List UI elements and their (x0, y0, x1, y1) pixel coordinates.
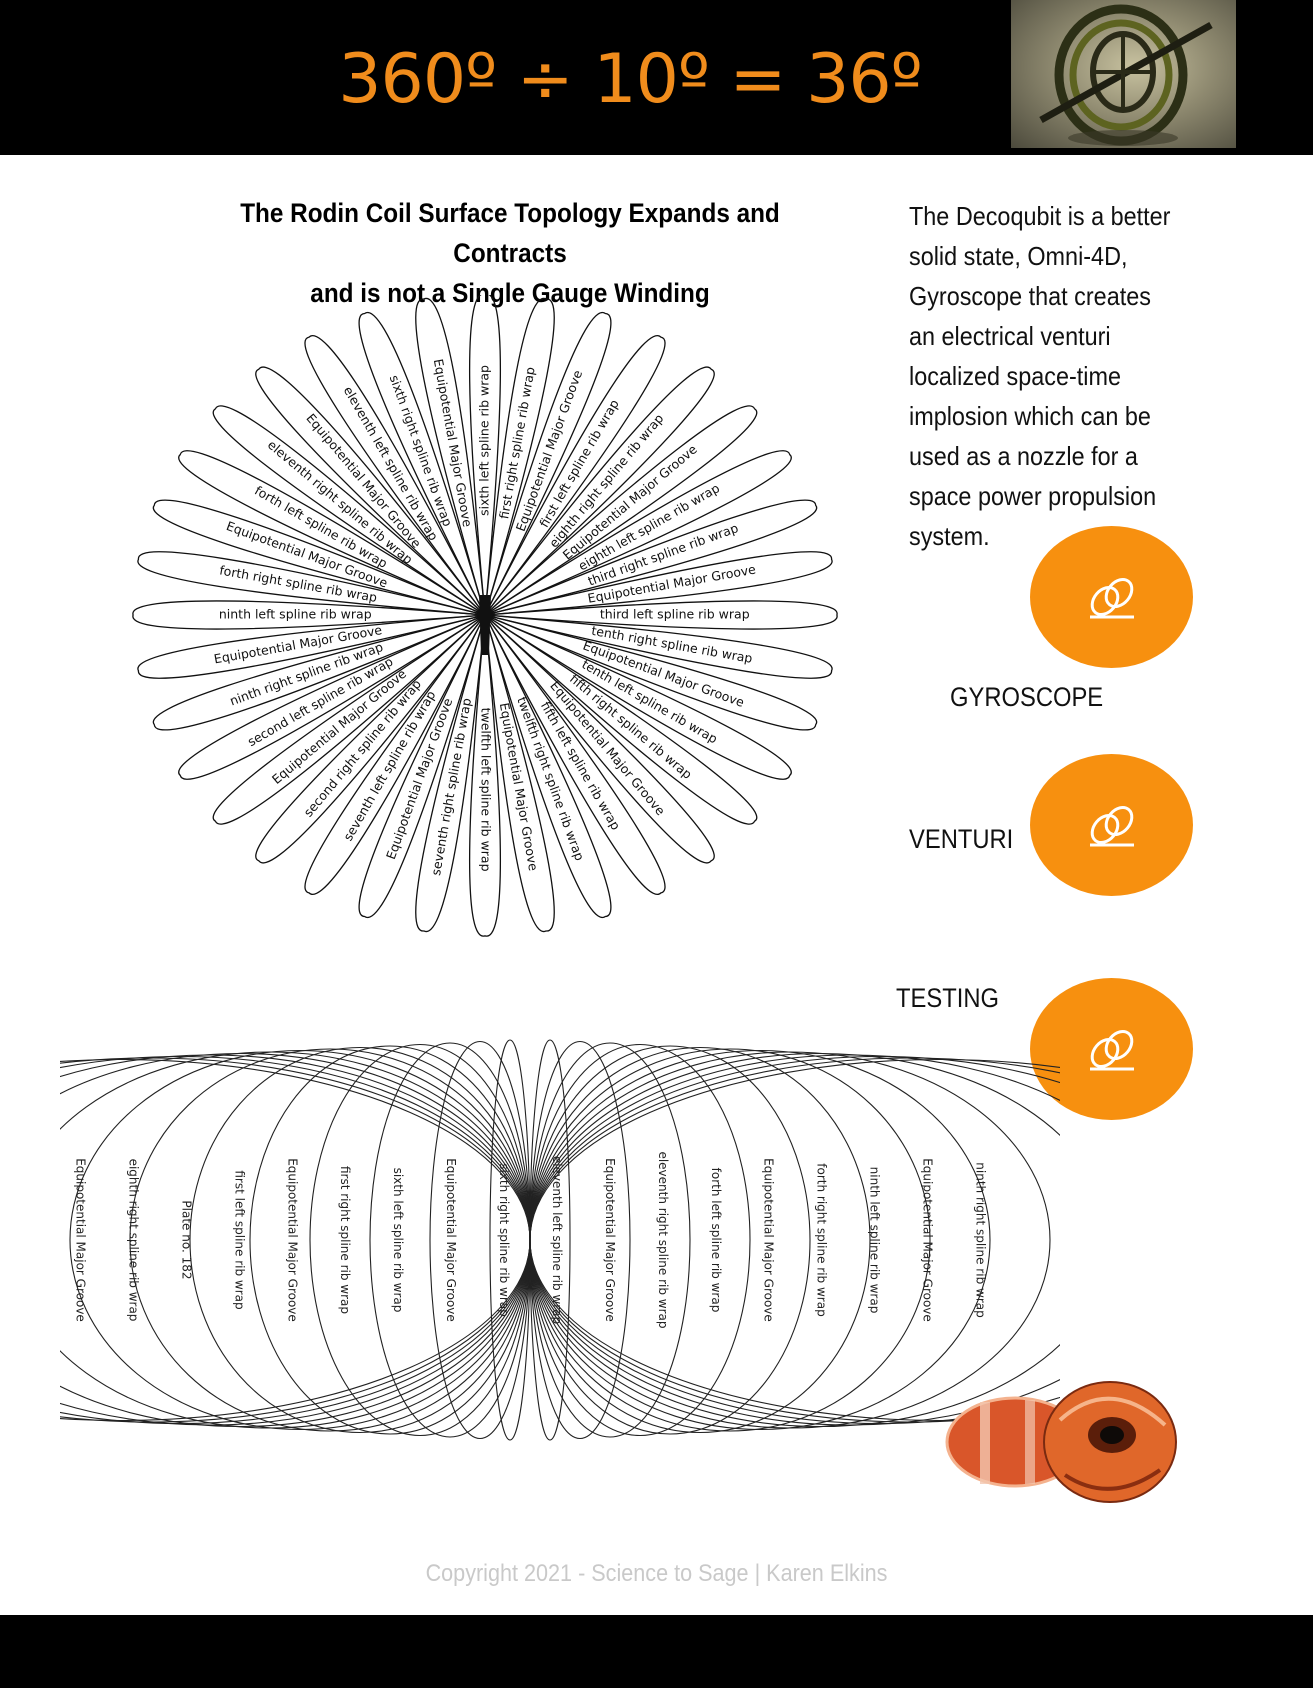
venturi-link-button[interactable] (1030, 754, 1193, 896)
coil-label: eleventh right spline rib wrap (656, 1151, 670, 1328)
coil-label: Plate no. 182 (179, 1200, 193, 1279)
coil-label: sixth right spline rib wrap (497, 1163, 511, 1317)
coil-petal (484, 614, 758, 825)
rodin-coil-side-view: Equipotential Major Groove eighth right s… (60, 1039, 1060, 1441)
description-text: The Decoqubit is a better solid state, O… (909, 201, 1171, 551)
coil-petal (469, 614, 501, 937)
coil-petal (484, 551, 833, 616)
coil-hub (479, 595, 491, 655)
diagram-title-line-2: and is not a Single Gauge Winding (310, 278, 710, 308)
coil-label: ninth left spline rib wrap (868, 1167, 882, 1314)
coil-label: third left spline rib wrap (600, 607, 750, 622)
coil-petal (255, 614, 486, 864)
coil-petal (484, 499, 818, 616)
coil-petal (304, 335, 486, 616)
coil-loop (529, 1059, 1060, 1421)
coil-petal (484, 614, 833, 679)
toroid-coil-photo (940, 1380, 1180, 1505)
venturi-link-label[interactable]: VENTURI (909, 824, 1014, 854)
coil-petal (469, 295, 501, 616)
coil-petal (484, 614, 666, 895)
coil-label: Equipotential Major Groove (603, 1158, 617, 1322)
coil-petal (484, 335, 666, 616)
coil-petal (137, 551, 486, 616)
coil-label: ninth left spline rib wrap (219, 607, 372, 622)
coil-label: eighth right spline rib wrap (126, 1159, 140, 1322)
coil-label: forth left spline rib wrap (709, 1168, 723, 1313)
coil-petal (132, 600, 486, 630)
gyroscope-link-label[interactable]: GYROSCOPE (950, 682, 1104, 712)
coil-petal (137, 614, 486, 679)
coil-petal (212, 614, 486, 825)
coil-petal (484, 311, 612, 616)
coil-petal (484, 366, 715, 616)
coil-petal (212, 405, 486, 616)
link-icon (1089, 806, 1134, 847)
coil-petal (484, 450, 792, 616)
copyright-text: Copyright 2021 - Science to Sage | Karen… (425, 1560, 888, 1587)
coil-petal (178, 450, 486, 616)
coil-label: first right spline rib wrap (338, 1166, 352, 1314)
coil-petal (484, 614, 612, 919)
coil-petal (484, 405, 758, 616)
coil-petal (255, 366, 486, 616)
coil-petal (415, 614, 486, 933)
coil-label: forth right spline rib wrap (815, 1163, 829, 1316)
coil-label: Equipotential Major Groove (921, 1158, 935, 1322)
coil-petal (152, 614, 486, 731)
header-bar: 360º ÷ 10º = 36º (0, 0, 1313, 155)
coil-petal (484, 614, 792, 780)
coil-petal (484, 614, 555, 933)
coil-petal (152, 499, 486, 616)
gyroscope-photo (1011, 0, 1236, 148)
coil-label: Equipotential Major Groove (762, 1158, 776, 1322)
coil-label: sixth left spline rib wrap (391, 1168, 405, 1313)
coil-label: eleventh left spline rib wrap (550, 1156, 564, 1324)
coil-petal (178, 614, 486, 780)
coil-label: ninth right spline rib wrap (974, 1162, 988, 1317)
footer-bar (0, 1615, 1313, 1688)
coil-petal (484, 297, 555, 616)
coil-petal (358, 311, 486, 616)
testing-link-label[interactable]: TESTING (896, 983, 999, 1013)
diagram-title-line-1: The Rodin Coil Surface Topology Expands … (240, 198, 780, 268)
testing-link-button[interactable] (1030, 978, 1193, 1120)
coil-petal (358, 614, 486, 919)
coil-petal (484, 600, 838, 630)
coil-petal (484, 614, 715, 864)
diagram-title: The Rodin Coil Surface Topology Expands … (186, 193, 834, 313)
coil-label: Equipotential Major Groove (444, 1158, 458, 1322)
coil-label: Equipotential Major Groove (74, 1158, 88, 1322)
coil-petal (415, 297, 486, 616)
coil-label: Equipotential Major Groove (285, 1158, 299, 1322)
link-icon (1089, 1030, 1134, 1071)
gyroscope-link-button[interactable] (1030, 526, 1193, 668)
equation-heading: 360º ÷ 10º = 36º (338, 40, 922, 119)
link-icon (1089, 578, 1134, 619)
rodin-coil-top-view: sixth left spline rib wrap first right sp… (132, 295, 838, 937)
coil-label: first left spline rib wrap (232, 1170, 246, 1309)
coil-petal (304, 614, 486, 895)
coil-petal (484, 614, 818, 731)
coil-label: sixth left spline rib wrap (477, 365, 492, 516)
coil-label: twelfth left spline rib wrap (479, 708, 494, 872)
